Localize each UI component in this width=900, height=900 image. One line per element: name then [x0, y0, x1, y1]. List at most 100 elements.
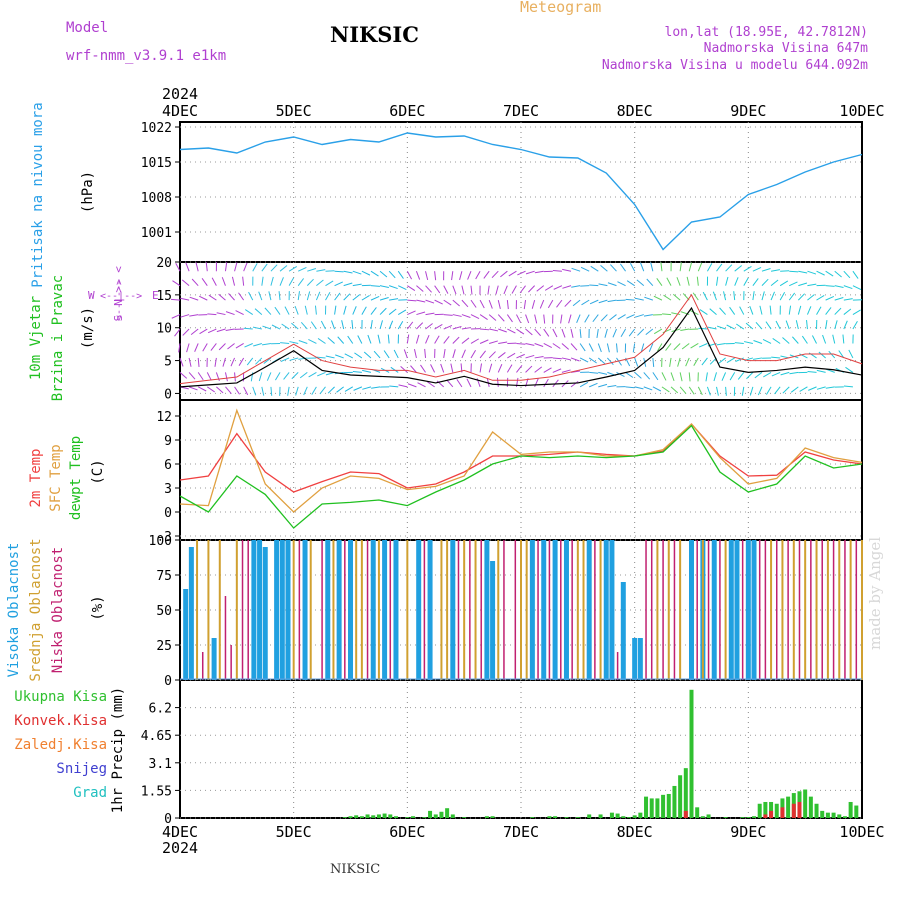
- wind-barb: [570, 380, 579, 388]
- wind-barb: [644, 296, 654, 301]
- wind-barb: [670, 372, 675, 382]
- wind-barb: [172, 280, 181, 287]
- precip-bar-0: [769, 801, 774, 818]
- wind-barb: [362, 369, 372, 373]
- wind-barb: [628, 328, 636, 337]
- cloud-ylabel-2: Niska Oblacnost: [50, 547, 66, 673]
- wind-barb: [281, 323, 290, 330]
- wind-barb: [726, 357, 735, 363]
- wind-barb: [652, 386, 662, 392]
- wind-barb: [516, 328, 525, 335]
- wind-barb: [561, 343, 570, 350]
- wind-barb: [679, 386, 687, 394]
- meteogram-title: Meteogram: [520, 0, 602, 16]
- temp-unit: (C): [90, 459, 106, 484]
- cloud-bar-2: [344, 540, 346, 680]
- wind-barb: [317, 338, 326, 344]
- wind-barb: [790, 386, 799, 393]
- y-tick-wind: 10: [156, 322, 172, 337]
- wind-barb: [843, 320, 848, 330]
- cloud-bar-2: [560, 540, 562, 680]
- wind-barb: [852, 285, 862, 291]
- cloud-bar-1: [679, 540, 682, 680]
- wind-barb: [308, 371, 317, 378]
- cloud-bar-2: [844, 540, 846, 680]
- wind-barb: [191, 278, 199, 286]
- wind-barb: [609, 314, 617, 321]
- wind-barb: [552, 379, 559, 388]
- wind-barb: [416, 285, 424, 292]
- precip-legend-3: Snijeg: [56, 761, 107, 777]
- wind-barb: [552, 328, 558, 338]
- wind-barb: [788, 292, 796, 301]
- cloud-bar-0: [183, 589, 189, 680]
- wind-barb: [352, 294, 361, 301]
- wind-barb: [316, 279, 324, 287]
- cloud-bar-2: [719, 540, 721, 680]
- wind-barb: [331, 320, 336, 330]
- wind-barb: [589, 371, 599, 374]
- wind-barb: [452, 285, 457, 295]
- cloud-bar-2: [469, 540, 471, 680]
- wind-barb: [452, 299, 460, 307]
- precip-bar-0: [365, 814, 370, 818]
- wind-barb: [652, 357, 655, 367]
- y-tick-temperature: -3: [156, 530, 172, 545]
- wind-barb: [397, 309, 407, 315]
- wind-barb: [716, 263, 723, 272]
- wind-barb: [825, 270, 834, 277]
- wind-barb: [279, 277, 284, 286]
- precip-bar-0: [530, 817, 535, 818]
- precip-bar-0: [547, 816, 552, 818]
- wind-barb: [443, 314, 453, 316]
- wind-barb: [416, 322, 424, 330]
- wind-barb: [643, 372, 651, 380]
- wind-barb: [461, 285, 465, 295]
- wind-barb: [665, 343, 672, 351]
- wind-barb: [466, 378, 472, 388]
- cloud-bar-1: [525, 540, 528, 680]
- precip-bar-0: [774, 803, 779, 818]
- wind-barb: [699, 309, 708, 315]
- wind-barb: [370, 285, 380, 287]
- wind-barb: [415, 334, 420, 344]
- wind-barb: [626, 314, 635, 319]
- day-tick-top-9DEC: 9DEC: [730, 102, 766, 120]
- cloud-bar-0: [427, 540, 433, 680]
- wind-barb: [205, 262, 208, 272]
- wind-barb: [597, 357, 606, 365]
- wind-barb: [483, 270, 490, 279]
- wind-barb: [443, 285, 449, 294]
- wind-barb: [434, 299, 443, 305]
- cloud-bar-1: [463, 540, 466, 680]
- wind-barb: [826, 368, 835, 373]
- cloud-bar-0: [450, 540, 456, 680]
- wind-barb: [407, 383, 417, 388]
- wind-barb: [227, 343, 235, 350]
- wind-barb: [525, 354, 535, 359]
- wind-barb: [179, 372, 188, 379]
- y-tick-precipitation: 1.55: [141, 784, 172, 799]
- cloud-bar-0: [728, 540, 734, 680]
- cloud-bar-0: [552, 540, 558, 680]
- cloud-bar-1: [804, 540, 807, 680]
- wind-barb: [379, 307, 387, 315]
- cloud-bar-0: [274, 540, 280, 680]
- cloud-bar-1: [309, 540, 312, 680]
- cloud-bar-2: [798, 540, 801, 680]
- wind-barb: [799, 386, 808, 392]
- wind-barb: [446, 379, 454, 388]
- cloud-bar-2: [298, 540, 301, 680]
- wind-barb: [243, 327, 253, 330]
- wind-barb: [757, 386, 763, 396]
- precip-legend-2: Zaledj.Kisa: [14, 737, 107, 753]
- wind-barb: [190, 328, 199, 335]
- wind-barb: [745, 322, 754, 330]
- wind-barb: [434, 335, 440, 344]
- wind-barb: [749, 386, 754, 396]
- wind-barb: [214, 357, 217, 367]
- precip-bar-0: [825, 812, 830, 818]
- wind-barb: [288, 266, 298, 272]
- precip-bar-0: [371, 815, 376, 818]
- precip-bar-0: [587, 814, 592, 818]
